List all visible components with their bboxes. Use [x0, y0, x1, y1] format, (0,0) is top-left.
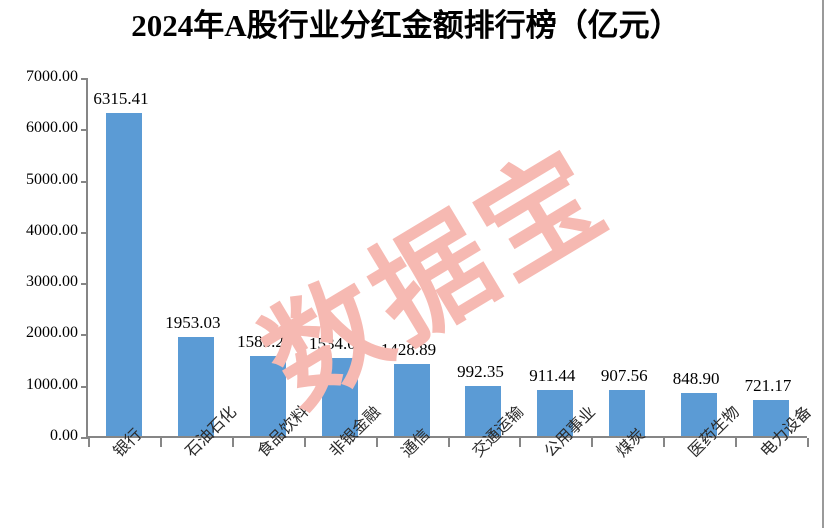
plot-area — [88, 78, 807, 437]
bar-value-label: 6315.41 — [93, 89, 149, 109]
y-axis-tick-mark — [81, 385, 88, 388]
x-axis-tick-mark — [591, 438, 593, 447]
y-axis-tick-label: 7000.00 — [26, 68, 78, 85]
y-axis-tick-label: 2000.00 — [26, 324, 78, 342]
bar-value-label: 1428.89 — [380, 339, 437, 359]
x-axis-tick-mark — [304, 438, 306, 447]
bar[interactable] — [249, 355, 286, 437]
y-axis-tick-label: 3000.00 — [26, 273, 78, 291]
bar-value-label: 907.56 — [600, 366, 648, 386]
y-axis-tick-mark — [81, 180, 88, 183]
y-axis-tick-label: 1000.00 — [26, 375, 78, 393]
bar[interactable] — [177, 336, 214, 437]
chart-title: 2024年A股行业分红金额排行榜（亿元） — [131, 8, 681, 43]
y-axis-tick-mark — [81, 334, 88, 337]
y-axis-tick-mark — [81, 283, 88, 286]
x-axis-tick-mark — [519, 438, 521, 447]
bar[interactable] — [609, 390, 646, 437]
bar[interactable] — [393, 363, 430, 437]
x-axis-line — [86, 436, 807, 438]
bar-value-label: 1585.20 — [237, 331, 293, 351]
x-axis-tick-mark — [160, 438, 162, 447]
bar[interactable] — [537, 390, 574, 437]
y-axis-tick-mark — [81, 437, 88, 439]
x-axis-tick-mark — [807, 438, 809, 447]
x-axis-tick-mark — [735, 438, 737, 447]
bar-value-label: 911.44 — [529, 366, 576, 386]
y-axis-tick-label: 6000.00 — [26, 119, 78, 137]
x-axis-tick-mark — [88, 438, 90, 447]
x-axis-tick-mark — [663, 438, 665, 447]
bar-value-label: 992.35 — [457, 362, 504, 382]
y-axis-tick-mark — [81, 78, 88, 80]
y-axis-tick-mark — [81, 231, 88, 234]
y-axis-tick-label: 5000.00 — [26, 170, 78, 188]
x-axis-tick-mark — [448, 438, 450, 447]
y-axis-line — [86, 78, 88, 438]
bar-value-label: 721.17 — [744, 376, 792, 395]
bar-value-label: 848.90 — [672, 369, 720, 389]
y-axis-tick-label: 0.00 — [50, 427, 78, 444]
x-axis-tick-mark — [376, 438, 378, 447]
bar[interactable] — [753, 400, 790, 437]
y-axis-tick-mark — [81, 129, 88, 132]
bar-value-label: 1534.08 — [309, 334, 365, 354]
y-axis-tick-label: 4000.00 — [26, 221, 78, 239]
bar[interactable] — [681, 393, 718, 437]
bar[interactable] — [105, 113, 142, 437]
x-axis-tick-mark — [232, 438, 234, 447]
bar-value-label: 1953.03 — [165, 312, 221, 332]
canvas-right-border — [822, 0, 824, 528]
bar[interactable] — [321, 358, 358, 437]
bar[interactable] — [465, 386, 502, 437]
